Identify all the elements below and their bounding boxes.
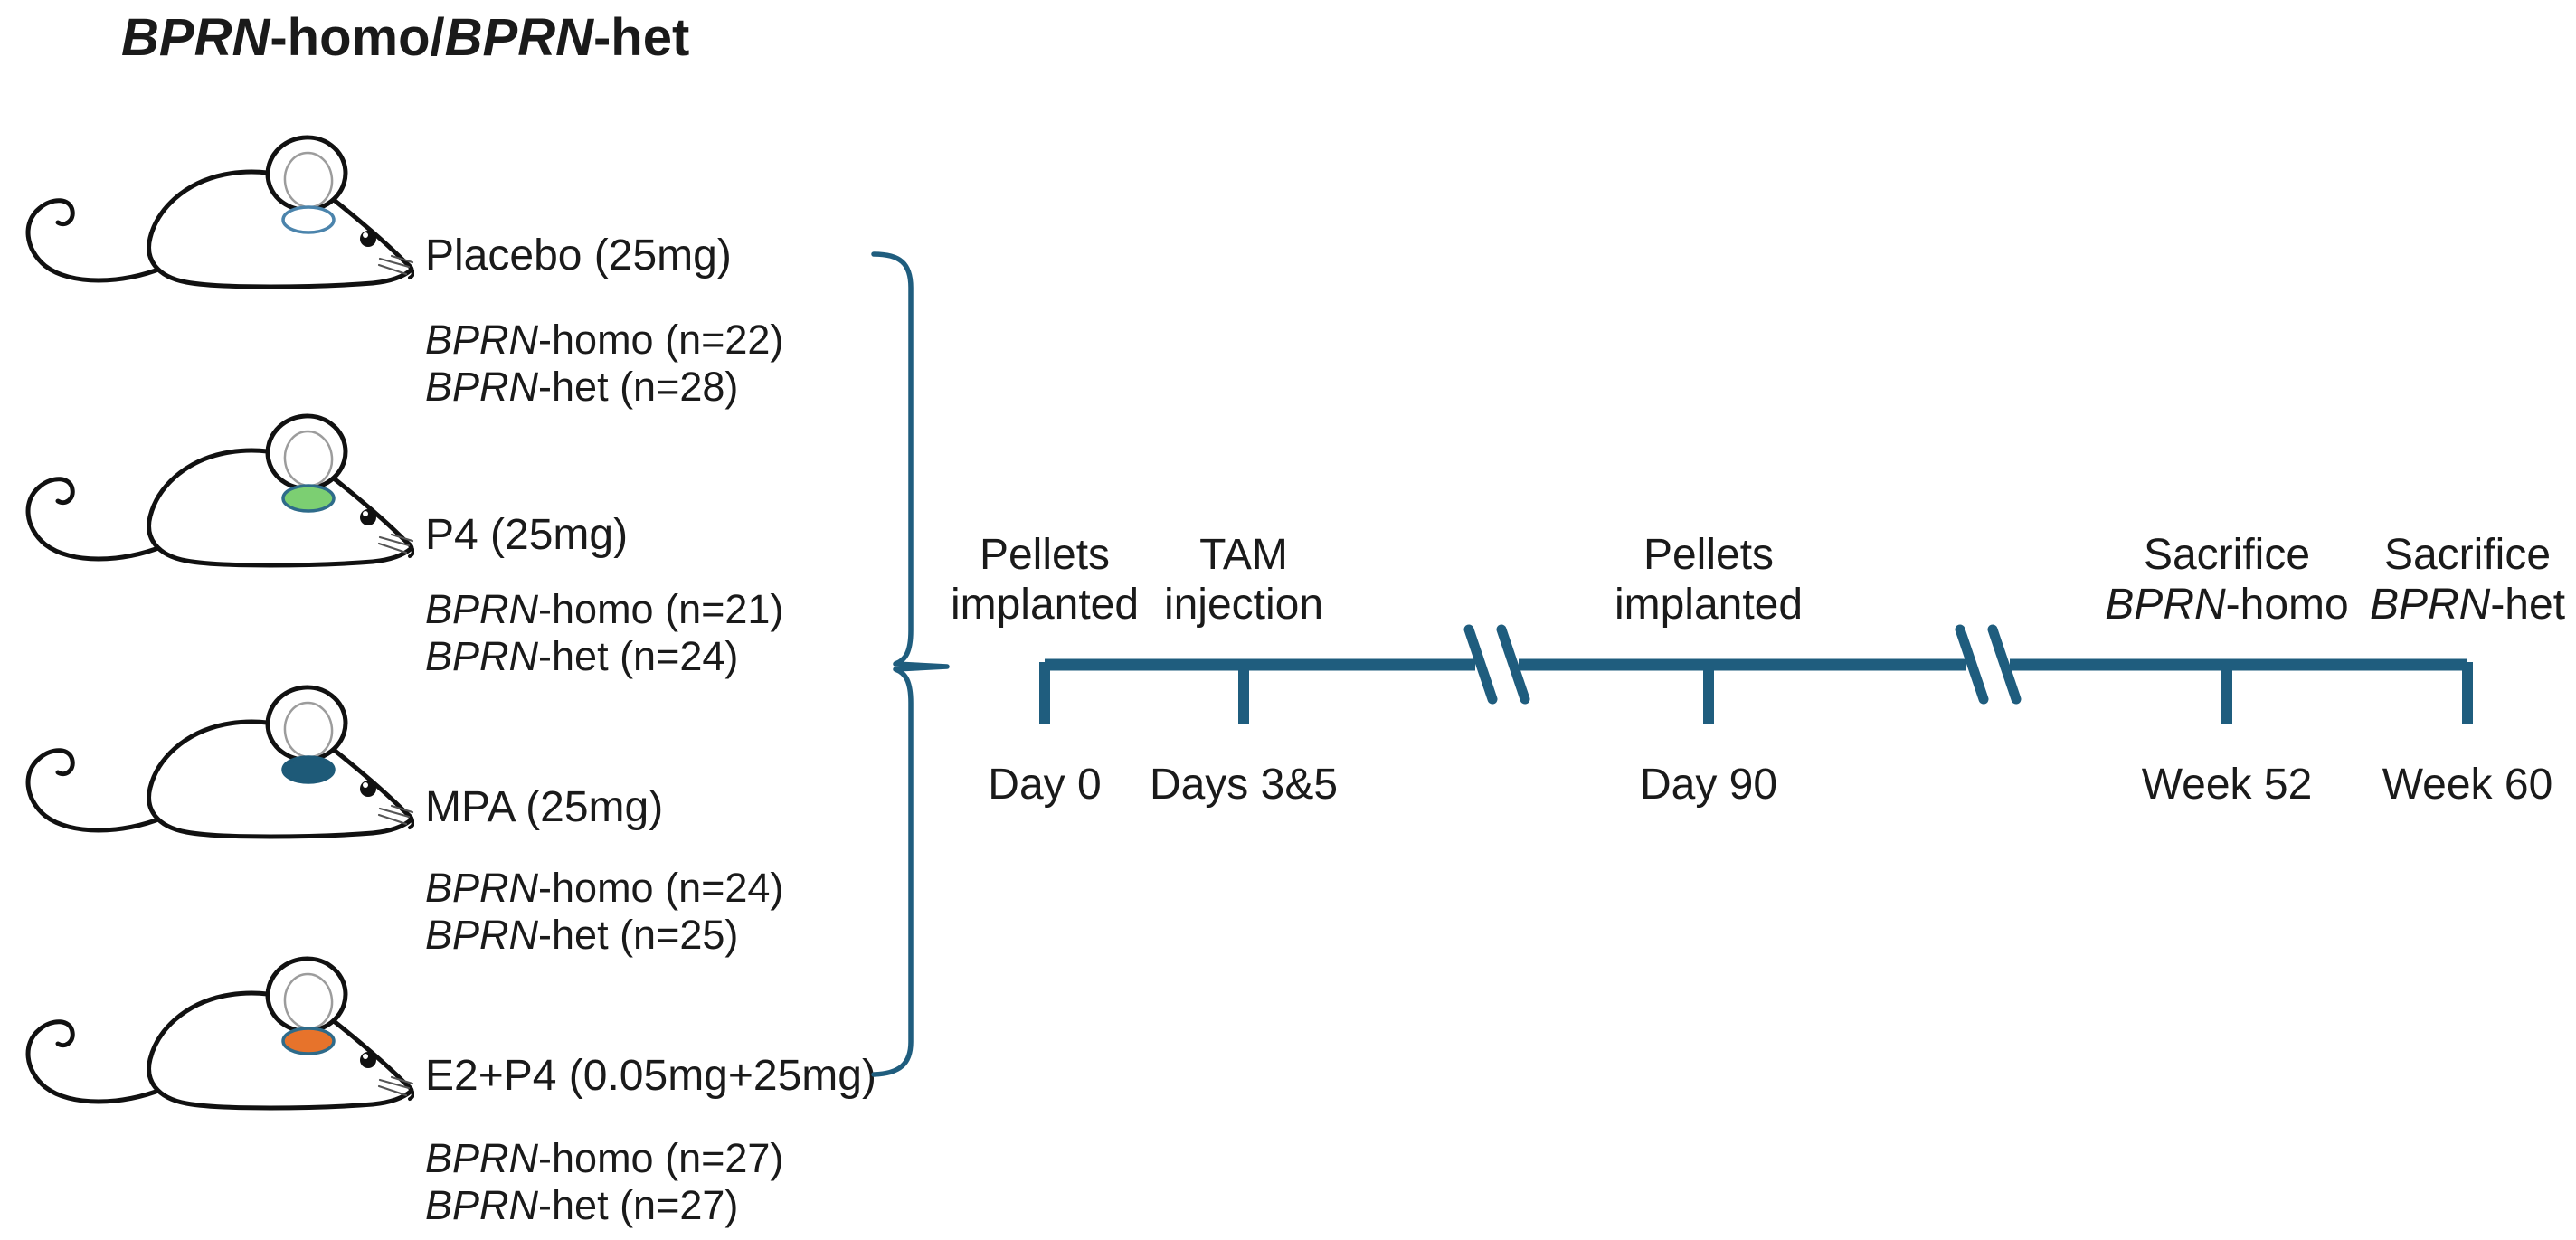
gene-label: BPRN: [425, 633, 539, 679]
event-line2: injection: [1163, 581, 1324, 629]
mouse-icon: [7, 912, 414, 1111]
group-counts-mpa: BPRN-homo (n=24) BPRN-het (n=25): [425, 865, 783, 959]
event-label-sacrifice-het: Sacrifice BPRN-het: [2370, 530, 2565, 629]
gene-label: BPRN: [425, 364, 539, 410]
event-line2-suffix: -homo: [2225, 581, 2349, 629]
event-line2: implanted: [950, 581, 1140, 629]
group-label-p4: P4 (25mg): [425, 511, 629, 559]
title-gene-1: BPRN: [121, 8, 270, 67]
group-counts-placebo: BPRN-homo (n=22) BPRN-het (n=28): [425, 317, 783, 411]
event-label-sacrifice-homo: Sacrifice BPRN-homo: [2105, 530, 2348, 629]
count-line: BPRN-homo (n=21): [425, 586, 783, 633]
time-label-day0: Day 0: [988, 761, 1102, 809]
gene-label: BPRN: [425, 1182, 539, 1228]
grouping-brace: [871, 251, 950, 1077]
gene-label: BPRN: [425, 317, 539, 363]
title-part-3: -het: [592, 8, 690, 67]
count-line: BPRN-het (n=24): [425, 633, 783, 680]
event-line1: Sacrifice: [2143, 531, 2311, 579]
count-line: BPRN-homo (n=27): [425, 1135, 783, 1182]
e2p4-pellet: [281, 1027, 336, 1055]
gene-label: BPRN: [425, 586, 539, 632]
gene-label: BPRN: [425, 912, 539, 958]
timeline-axis: [1039, 624, 2473, 724]
homo-count: -homo (n=27): [538, 1135, 784, 1181]
mouse-icon: [7, 90, 414, 289]
count-line: BPRN-homo (n=22): [425, 317, 783, 364]
homo-count: -homo (n=24): [538, 865, 784, 911]
event-line1: Pellets: [1643, 531, 1775, 579]
event-line2: BPRN-homo: [2105, 580, 2348, 629]
event-line1: Pellets: [979, 531, 1111, 579]
mpa-pellet: [281, 755, 336, 784]
p4-pellet: [281, 484, 336, 513]
het-count: -het (n=25): [538, 912, 739, 958]
placebo-pellet: [281, 205, 336, 234]
title-part-2: -homo/: [270, 8, 445, 67]
event-label-pellets-2: Pellets implanted: [1615, 530, 1803, 629]
group-counts-p4: BPRN-homo (n=21) BPRN-het (n=24): [425, 586, 783, 680]
event-label-pellets-1: Pellets implanted: [951, 530, 1139, 629]
event-line2: implanted: [1614, 581, 1804, 629]
het-count: -het (n=27): [538, 1182, 739, 1228]
mouse-icon: [7, 369, 414, 568]
group-label-mpa: MPA (25mg): [425, 783, 664, 831]
event-line1: Sacrifice: [2383, 531, 2552, 579]
group-counts-e2p4: BPRN-homo (n=27) BPRN-het (n=27): [425, 1135, 783, 1229]
gene-label: BPRN: [2369, 581, 2491, 629]
count-line: BPRN-homo (n=24): [425, 865, 783, 912]
time-label-week60: Week 60: [2382, 761, 2553, 809]
time-label-week52: Week 52: [2141, 761, 2313, 809]
het-count: -het (n=24): [538, 633, 739, 679]
count-line: BPRN-het (n=25): [425, 912, 783, 959]
count-line: BPRN-het (n=28): [425, 364, 783, 411]
mouse-icon: [7, 640, 414, 839]
gene-label: BPRN: [2105, 581, 2226, 629]
event-line2: BPRN-het: [2370, 580, 2565, 629]
count-line: BPRN-het (n=27): [425, 1182, 783, 1229]
het-count: -het (n=28): [538, 364, 739, 410]
gene-label: BPRN: [425, 1135, 539, 1181]
time-label-day90: Day 90: [1639, 761, 1778, 809]
group-label-e2p4: E2+P4 (0.05mg+25mg): [425, 1052, 876, 1100]
event-label-tam: TAM injection: [1164, 530, 1323, 629]
homo-count: -homo (n=21): [538, 586, 784, 632]
gene-label: BPRN: [425, 865, 539, 911]
homo-count: -homo (n=22): [538, 317, 784, 363]
group-label-placebo: Placebo (25mg): [425, 232, 732, 279]
figure-title: BPRN-homo/BPRN-het: [121, 7, 689, 68]
time-label-day3-5: Days 3&5: [1149, 761, 1339, 809]
event-line2-suffix: -het: [2490, 581, 2566, 629]
title-gene-2: BPRN: [444, 8, 593, 67]
event-line1: TAM: [1199, 531, 1288, 579]
